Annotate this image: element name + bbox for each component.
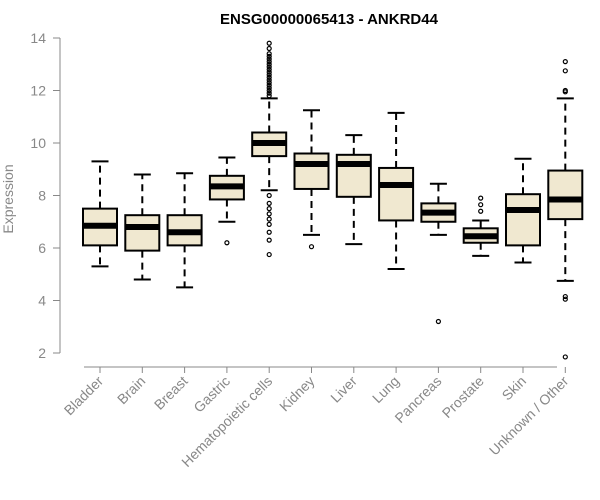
box-group (208, 156, 245, 246)
outlier-point (562, 68, 568, 74)
y-tick-label: 10 (30, 135, 46, 151)
outlier-point (266, 59, 272, 65)
plot-area (82, 40, 584, 360)
outlier-point (478, 208, 484, 214)
box-iqr (505, 193, 541, 247)
box-group (420, 182, 457, 325)
box-group (166, 172, 203, 289)
outlier-point (266, 53, 272, 59)
outlier-point (266, 192, 272, 199)
outlier-point (266, 66, 272, 73)
x-tick-label: Skin (499, 373, 530, 404)
outlier-point (308, 244, 315, 250)
x-tick-label: Brain (114, 373, 148, 407)
outlier-point (266, 40, 272, 46)
y-tick-label: 8 (38, 188, 46, 204)
outlier-point (266, 51, 272, 57)
x-tick-label: Prostate (439, 373, 487, 421)
outlier-point (266, 72, 272, 78)
outlier-point (266, 45, 272, 52)
y-tick-label: 2 (38, 345, 46, 361)
outlier-point (266, 85, 272, 91)
outlier-point (266, 80, 272, 86)
x-tick-label: Pancreas (391, 373, 444, 426)
outlier-point (478, 195, 484, 201)
outlier-point (266, 237, 272, 243)
outlier-point (266, 211, 272, 217)
y-axis-ticks: 2 4 6 8 10 12 14 (30, 30, 60, 361)
y-axis-label: Expression (0, 164, 16, 233)
x-tick-label: Bladder (61, 373, 107, 419)
box-group (82, 160, 118, 268)
outlier-point (266, 206, 272, 212)
box-iqr (378, 166, 415, 222)
y-tick-label: 14 (30, 30, 46, 46)
outlier-point (266, 200, 272, 206)
outlier-point (266, 93, 272, 99)
y-tick-label: 6 (38, 240, 46, 256)
box-group (251, 40, 288, 258)
outlier-point (266, 221, 272, 227)
x-tick-label: Liver (327, 373, 360, 406)
outlier-point (562, 89, 568, 95)
outlier-point (562, 354, 568, 360)
box-group (293, 109, 330, 250)
outlier-point (435, 318, 441, 325)
box-iqr (293, 152, 330, 190)
box-group (462, 195, 499, 257)
box-group (378, 111, 415, 270)
box-group (505, 157, 541, 264)
outlier-point (562, 293, 568, 300)
outlier-point (266, 77, 272, 83)
outlier-point (266, 90, 272, 96)
x-tick-label: Breast (151, 373, 191, 413)
outlier-point (562, 59, 568, 65)
x-tick-label: Unknown / Other (486, 373, 572, 459)
box-group (335, 134, 372, 246)
outlier-point (478, 202, 484, 208)
chart-title: ENSG00000065413 - ANKRD44 (220, 11, 439, 28)
outlier-point (266, 69, 272, 75)
outlier-point (266, 56, 272, 62)
outlier-point (266, 216, 272, 222)
box-iqr (547, 169, 584, 221)
outlier-point (224, 240, 230, 246)
outlier-point (266, 74, 272, 80)
outlier-point (266, 82, 272, 88)
box-iqr (124, 214, 161, 252)
box-group (124, 173, 161, 281)
outlier-point (266, 61, 272, 67)
outlier-point (266, 64, 272, 70)
x-tick-label: Kidney (276, 373, 318, 415)
outlier-point (266, 251, 272, 258)
outlier-point (266, 229, 272, 235)
box-group (547, 59, 584, 360)
x-tick-label: Lung (369, 373, 402, 406)
y-tick-label: 4 (38, 293, 46, 309)
outlier-point (266, 87, 272, 94)
outlier-point (562, 296, 568, 302)
y-tick-label: 12 (30, 83, 46, 99)
